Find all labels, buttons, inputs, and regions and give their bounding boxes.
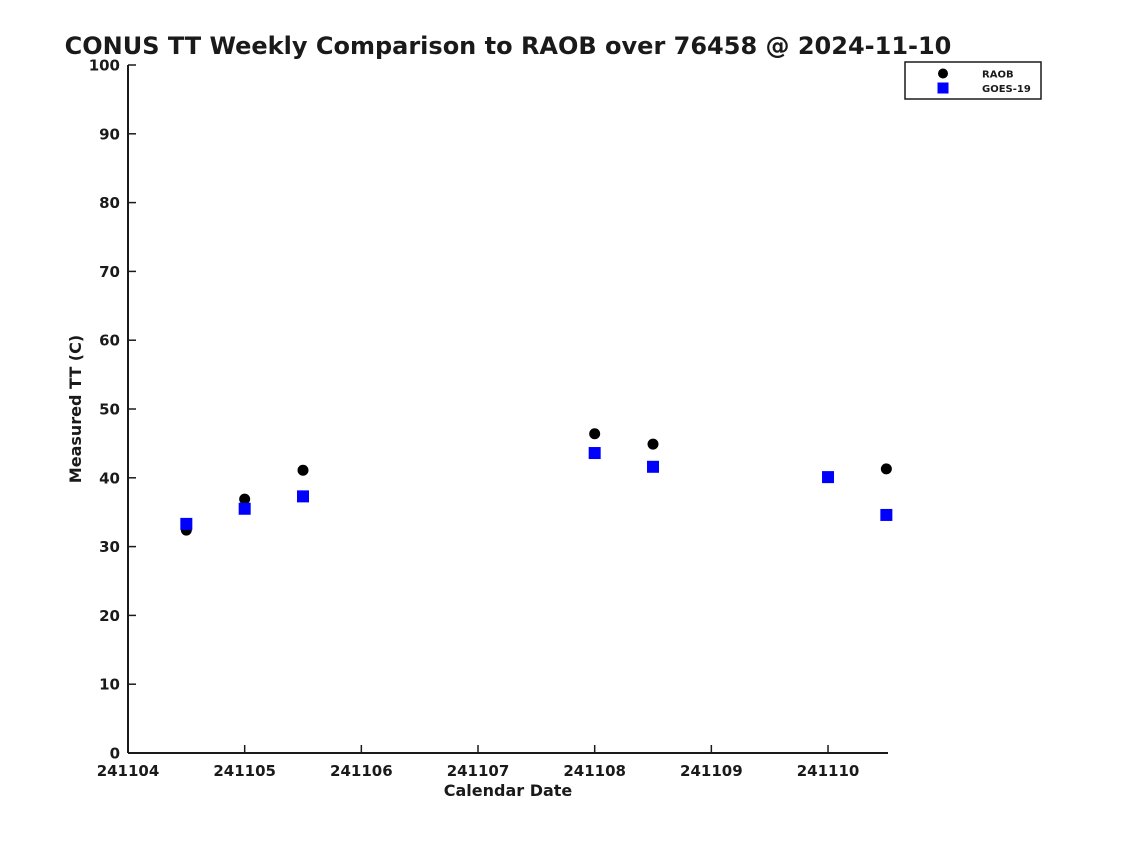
data-points <box>180 428 893 536</box>
axis-spines <box>127 65 888 754</box>
raob-point <box>880 463 892 475</box>
legend-raob-label: RAOB <box>982 70 1014 81</box>
y-tick-label: 90 <box>99 125 120 143</box>
y-tick-label: 30 <box>99 538 120 556</box>
goes-19-point <box>180 517 193 530</box>
y-axis-label: Measured TT (C) <box>66 335 85 483</box>
raob-point <box>647 438 659 450</box>
legend-goes19-label: GOES-19 <box>982 84 1031 95</box>
x-tick-label: 241107 <box>447 762 510 780</box>
x-tick-label: 241110 <box>797 762 860 780</box>
goes-19-point <box>880 508 893 521</box>
chart-title: CONUS TT Weekly Comparison to RAOB over … <box>65 32 952 60</box>
legend-box <box>904 61 1042 100</box>
y-tick-label: 0 <box>110 745 120 763</box>
goes-19-point <box>297 490 310 503</box>
raob-point <box>297 464 309 476</box>
legend: RAOB GOES-19 <box>904 61 1042 100</box>
goes-19-point <box>822 471 835 484</box>
y-axis-ticks: 0 10 20 30 40 50 60 70 80 90 100 <box>89 57 136 763</box>
x-tick-label: 241105 <box>213 762 276 780</box>
x-tick-label: 241106 <box>330 762 393 780</box>
x-tick-label: 241109 <box>680 762 743 780</box>
goes-19-point <box>647 460 660 473</box>
legend-raob-circle-icon <box>938 68 948 79</box>
goes-19-point <box>588 447 601 460</box>
y-tick-label: 40 <box>99 469 120 487</box>
y-tick-label: 100 <box>89 57 120 75</box>
x-tick-label: 241104 <box>97 762 160 780</box>
x-tick-label: 241108 <box>563 762 626 780</box>
x-axis-ticks: 241104 241105 241106 241107 241108 241109 2411… <box>97 745 860 780</box>
goes-19-point <box>238 502 251 515</box>
legend-goes19-square-icon <box>937 82 949 94</box>
y-tick-label: 80 <box>99 194 120 212</box>
y-tick-label: 20 <box>99 607 120 625</box>
y-tick-label: 50 <box>99 401 120 419</box>
raob-point <box>589 428 601 440</box>
y-tick-label: 10 <box>99 676 120 694</box>
raob-point <box>239 493 251 505</box>
y-tick-label: 60 <box>99 332 120 350</box>
y-tick-label: 70 <box>99 263 120 281</box>
x-axis-label: Calendar Date <box>444 781 573 800</box>
